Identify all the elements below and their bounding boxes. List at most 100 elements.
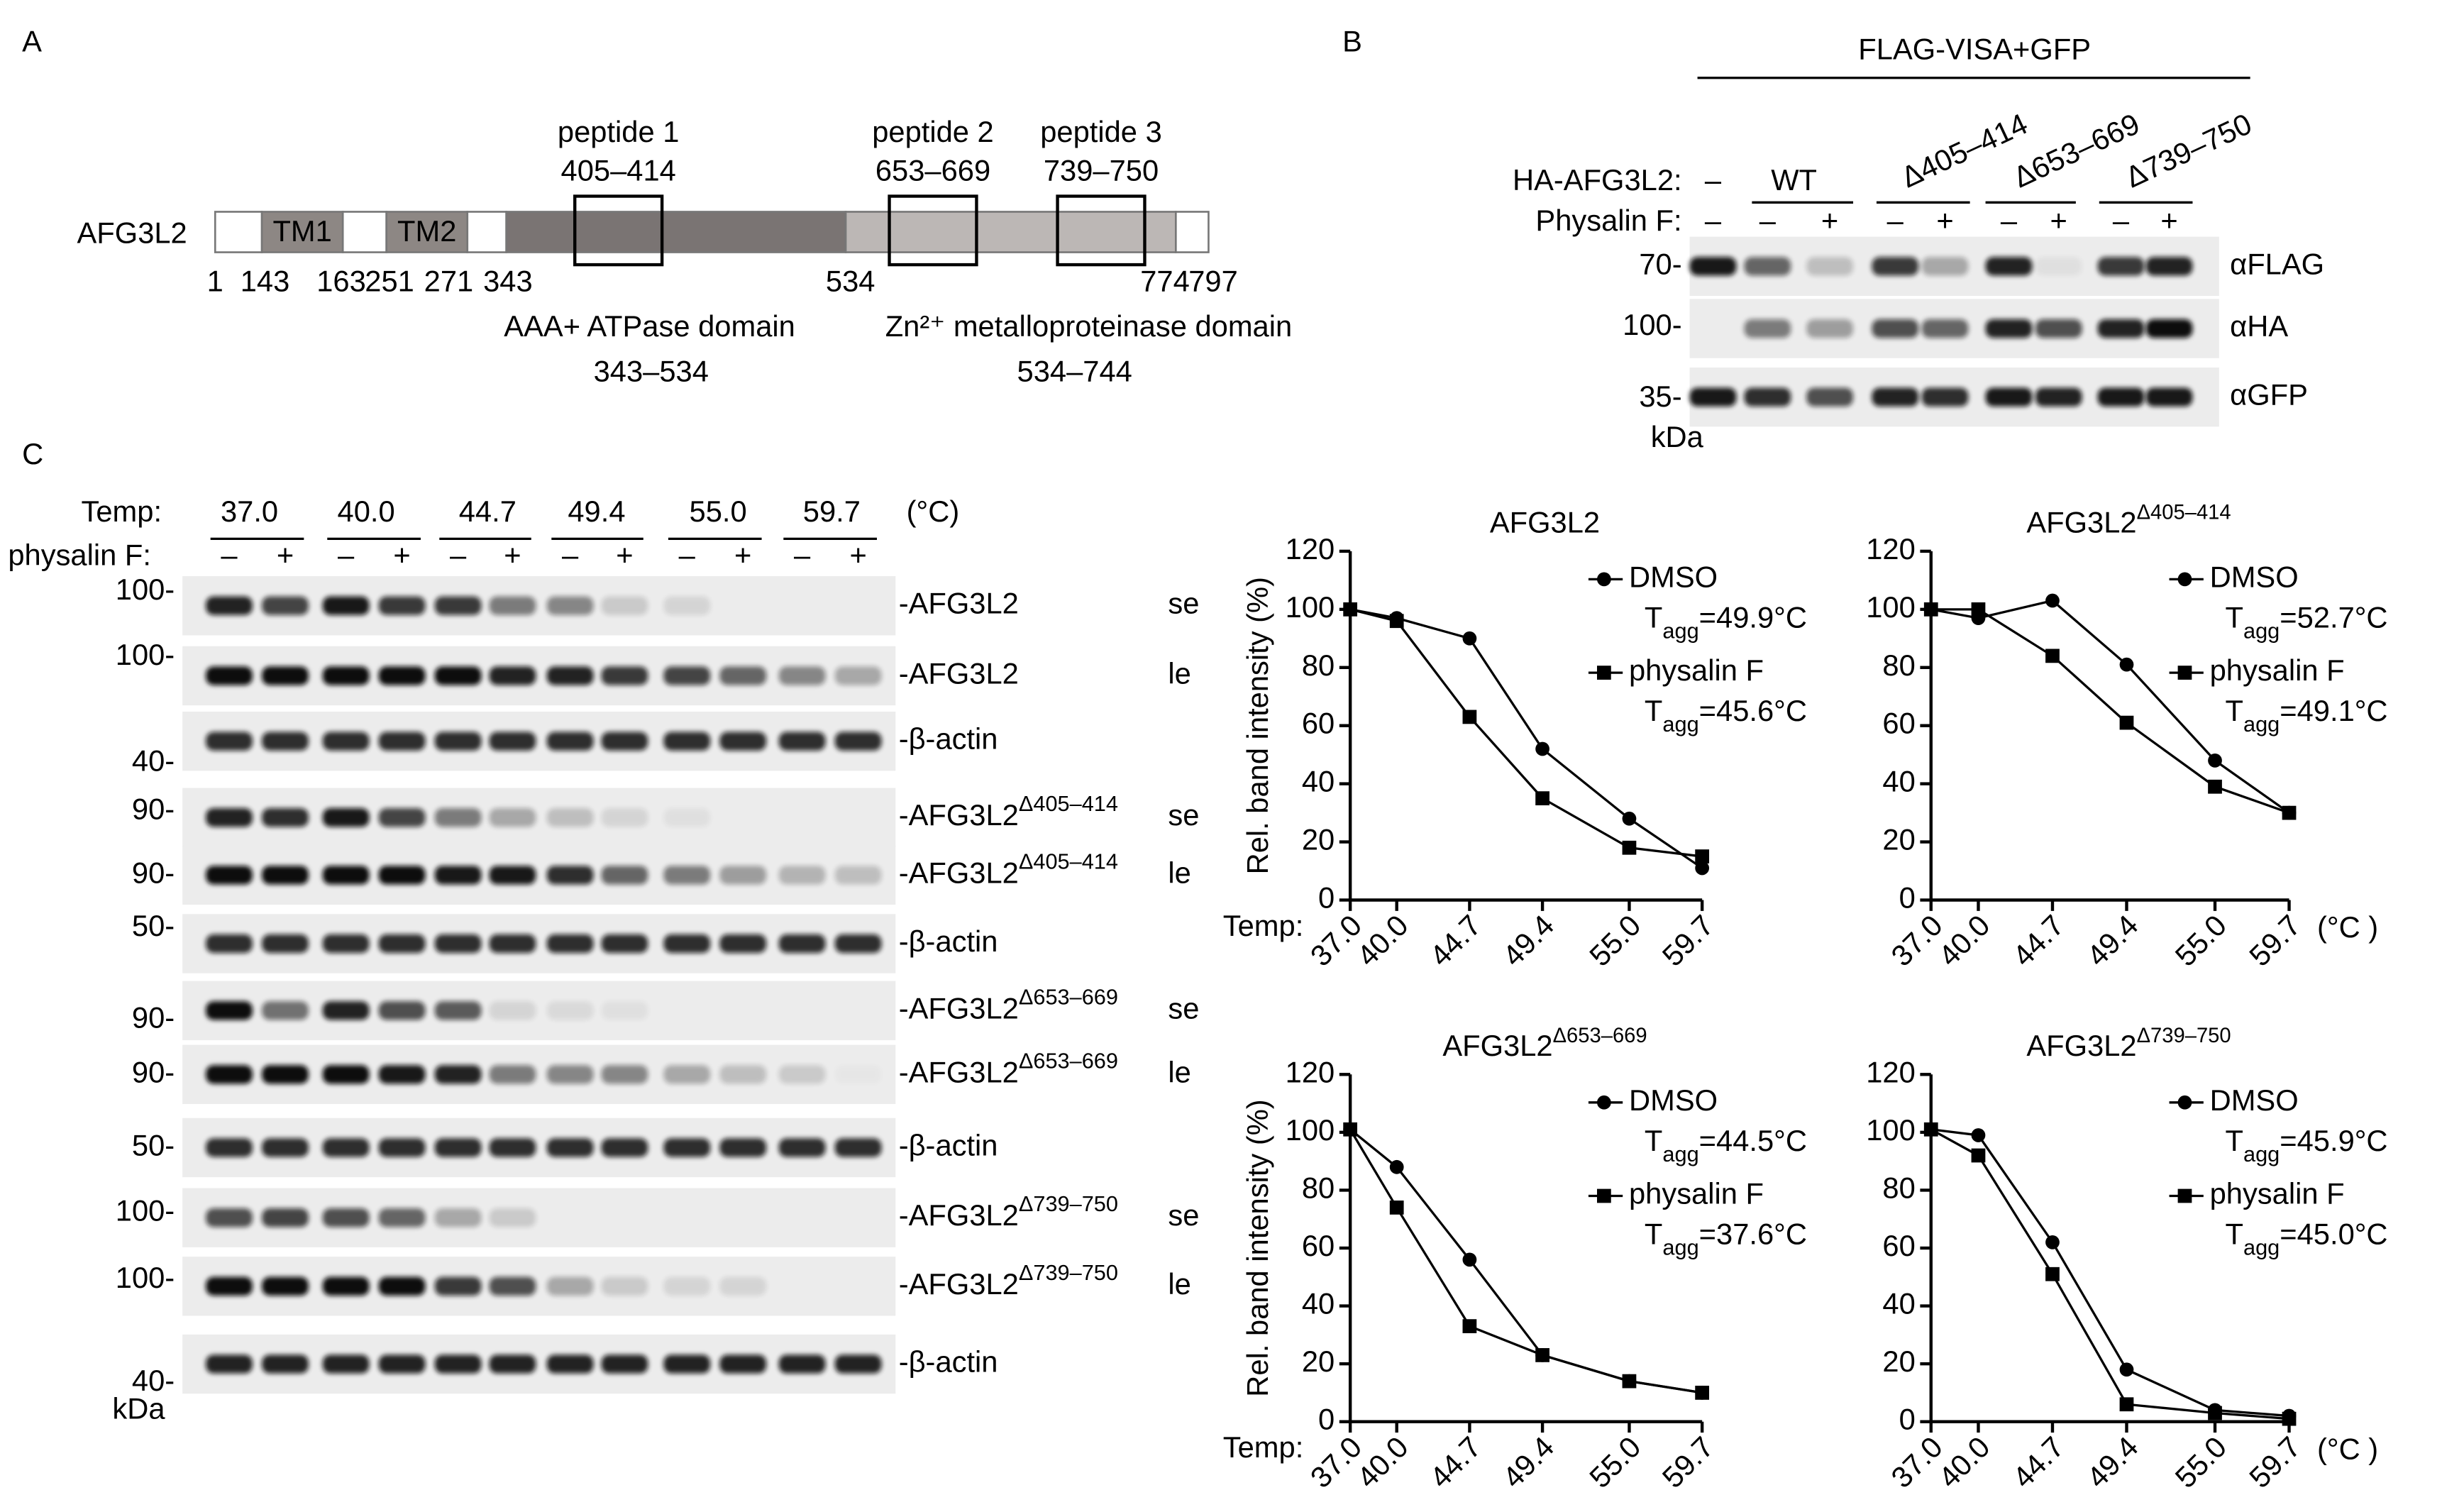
domain-segment xyxy=(505,211,847,253)
blot-band xyxy=(378,596,426,615)
x-axis-label: Temp: xyxy=(1223,1430,1304,1464)
blot-label: -AFG3L2Δ739–750 xyxy=(899,1259,1118,1300)
tagg-annotation-part: T xyxy=(2226,1124,2243,1157)
blot-band xyxy=(434,666,482,685)
blot-label-part: Δ405–414 xyxy=(1019,791,1118,816)
legend-marker xyxy=(1597,666,1611,680)
peptide-range: 405–414 xyxy=(561,154,676,187)
residue-position: 343 xyxy=(483,264,533,297)
antibody-label: αHA xyxy=(2230,309,2288,343)
data-line xyxy=(1930,599,2290,814)
blot-band xyxy=(1872,319,1919,338)
blot-band xyxy=(378,1276,426,1296)
exposure-label: se xyxy=(1168,991,1199,1025)
chart-title-part: AFG3L2 xyxy=(1442,1029,1552,1062)
data-point xyxy=(1535,1348,1549,1362)
data-point xyxy=(2119,715,2134,730)
blot-band xyxy=(206,808,253,827)
blot-band xyxy=(1872,387,1919,407)
legend-marker xyxy=(2177,572,2192,587)
blot-band xyxy=(601,732,648,751)
y-tick-label: 80 xyxy=(1302,649,1335,682)
tagg-annotation-part: agg xyxy=(1662,1235,1698,1259)
blot-label-part: -AFG3L2 xyxy=(899,798,1019,832)
blot-band xyxy=(663,1065,711,1084)
blot-band xyxy=(262,1065,309,1084)
data-point xyxy=(1695,861,1710,876)
blot-band xyxy=(206,1065,253,1084)
blot-band xyxy=(719,866,767,885)
domain-segment xyxy=(385,211,469,253)
antibody-label: αGFP xyxy=(2230,378,2308,412)
y-tick-label: 40 xyxy=(1882,765,1915,798)
tagg-annotation: Tagg=49.9°C xyxy=(1645,600,1807,643)
blot-band xyxy=(663,666,711,685)
peptide-range: 739–750 xyxy=(1044,154,1159,187)
legend-label: physalin F xyxy=(2210,653,2345,687)
blot-band xyxy=(601,1065,648,1084)
legend-label: physalin F xyxy=(1629,1177,1764,1210)
blot-band xyxy=(322,732,370,751)
data-point xyxy=(1343,1122,1358,1137)
blot-label-part: -β-actin xyxy=(899,1128,998,1161)
x-axis-unit: (°C ) xyxy=(2317,1432,2378,1465)
blot-band xyxy=(663,808,711,827)
legend-label: DMSO xyxy=(1629,1083,1718,1117)
treatment-sign: + xyxy=(504,539,521,572)
legend-marker xyxy=(1597,1188,1611,1203)
mw-marker: 35- xyxy=(1639,380,1681,413)
domain-segment xyxy=(1175,211,1210,253)
treatment-sign: – xyxy=(1705,204,1722,237)
domain-range: 343–534 xyxy=(594,355,709,388)
blot-band xyxy=(434,808,482,827)
data-line xyxy=(1930,1128,2289,1420)
blot-band xyxy=(1689,387,1737,407)
blot-label-part: Δ739–750 xyxy=(1019,1259,1118,1284)
blot-band xyxy=(546,808,594,827)
tagg-annotation-part: agg xyxy=(2243,1141,2280,1166)
treatment-sign: – xyxy=(450,539,467,572)
blot-band xyxy=(378,732,426,751)
data-point xyxy=(1971,1128,1986,1142)
domain-name: AAA+ ATPase domain xyxy=(504,309,795,343)
data-point xyxy=(1389,614,1404,629)
blot-label-part: Δ653–669 xyxy=(1019,984,1118,1009)
blot-band xyxy=(1744,319,1791,338)
treatment-sign: – xyxy=(2001,204,2018,237)
residue-position: 774 xyxy=(1140,264,1190,297)
tm-label: TM1 xyxy=(272,214,331,248)
blot-band xyxy=(489,1138,536,1157)
blot-band xyxy=(206,934,253,954)
mw-marker: 50- xyxy=(132,1128,175,1161)
blot-band xyxy=(434,866,482,885)
chart-title-part: Δ653–669 xyxy=(1553,1025,1647,1047)
data-point xyxy=(1389,1159,1404,1174)
blot-label: -AFG3L2Δ653–669 xyxy=(899,1048,1118,1088)
data-point xyxy=(2282,1411,2297,1426)
tagg-annotation: Tagg=45.0°C xyxy=(2226,1218,2388,1260)
exposure-label: se xyxy=(1168,798,1199,832)
blot-band xyxy=(834,1138,882,1157)
blot-band xyxy=(434,1138,482,1157)
blot-label: -AFG3L2Δ653–669 xyxy=(899,984,1118,1025)
mw-marker: 90- xyxy=(132,1001,175,1034)
data-line xyxy=(1349,608,1703,869)
treatment-sign: – xyxy=(1759,204,1777,237)
blot-band xyxy=(378,808,426,827)
blot-band xyxy=(663,732,711,751)
blot-band xyxy=(378,1138,426,1157)
tagg-annotation-part: T xyxy=(2226,600,2243,634)
y-tick-label: 40 xyxy=(1302,765,1335,798)
residue-position: 1 xyxy=(207,264,223,297)
blot-band xyxy=(719,934,767,954)
treatment-sign: + xyxy=(849,539,866,572)
exposure-label: le xyxy=(1168,856,1190,889)
treatment-sign: + xyxy=(2050,204,2067,237)
blot-label: -AFG3L2Δ405–414 xyxy=(899,791,1118,832)
mw-marker: 50- xyxy=(132,909,175,942)
chart-title-part: Δ739–750 xyxy=(2137,1025,2231,1047)
data-point xyxy=(1462,1319,1477,1333)
blot-band xyxy=(778,666,826,685)
residue-position: 534 xyxy=(826,264,875,297)
legend-marker xyxy=(2177,666,2192,680)
